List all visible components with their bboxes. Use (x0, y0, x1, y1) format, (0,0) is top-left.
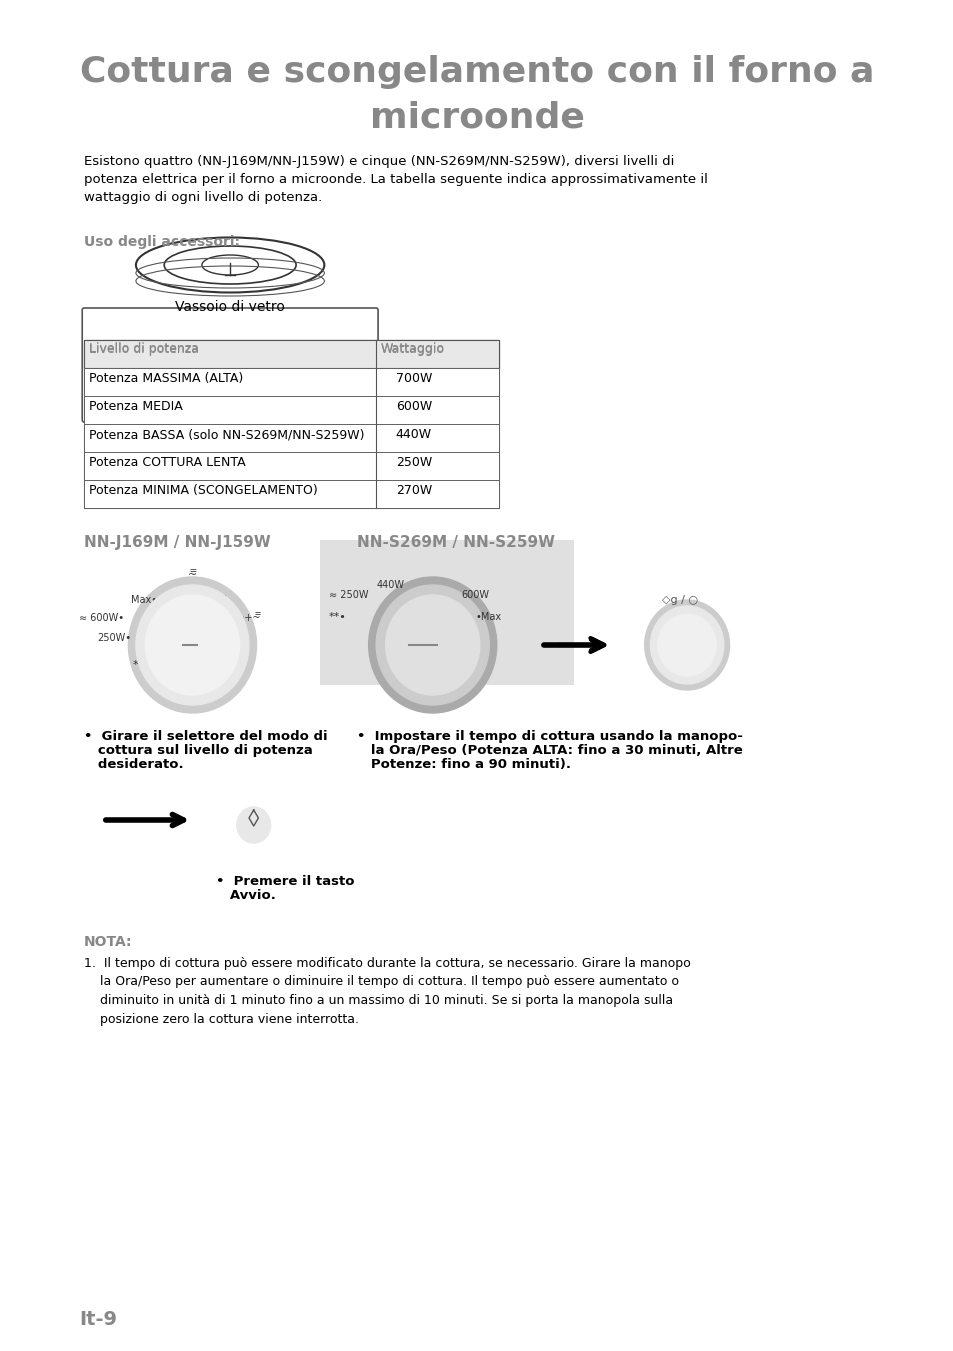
Circle shape (368, 577, 497, 713)
Text: Cottura e scongelamento con il forno a: Cottura e scongelamento con il forno a (80, 55, 873, 89)
Text: •  Girare il selettore del modo di: • Girare il selettore del modo di (84, 730, 328, 743)
Text: NN-J169M / NN-J159W: NN-J169M / NN-J159W (84, 535, 271, 550)
Bar (84, 340, 498, 367)
Circle shape (385, 594, 479, 694)
Text: 700W: 700W (395, 372, 432, 385)
Circle shape (650, 607, 723, 684)
FancyArrowPatch shape (543, 639, 602, 651)
Text: Potenza MEDIA: Potenza MEDIA (89, 400, 182, 413)
Bar (84, 340, 498, 508)
Text: 270W: 270W (395, 484, 432, 497)
Text: 250W•: 250W• (97, 634, 132, 643)
Text: **•: **• (329, 612, 347, 621)
Text: Potenza MINIMA (SCONGELAMENTO): Potenza MINIMA (SCONGELAMENTO) (89, 484, 317, 497)
Text: la Ora/Peso (Potenza ALTA: fino a 30 minuti, Altre: la Ora/Peso (Potenza ALTA: fino a 30 min… (357, 744, 742, 757)
Bar (319, 540, 574, 685)
Text: Max•: Max• (131, 594, 156, 605)
Bar (84, 340, 498, 367)
Text: 1.  Il tempo di cottura può essere modificato durante la cottura, se necessario.: 1. Il tempo di cottura può essere modifi… (84, 957, 690, 1025)
Text: Avvio.: Avvio. (215, 889, 275, 902)
Text: 600W: 600W (460, 590, 489, 600)
Text: 250W: 250W (395, 457, 432, 469)
Text: 440W: 440W (375, 580, 404, 590)
Text: Vassoio di vetro: Vassoio di vetro (175, 300, 285, 313)
Text: •3: •3 (215, 634, 228, 643)
Text: Potenze: fino a 90 minuti).: Potenze: fino a 90 minuti). (357, 758, 571, 771)
Circle shape (236, 807, 271, 843)
Text: **•: **• (132, 661, 150, 670)
Circle shape (135, 585, 249, 705)
Text: ≈ 250W: ≈ 250W (329, 590, 368, 600)
Text: It-9: It-9 (79, 1310, 117, 1329)
Circle shape (644, 600, 729, 690)
Text: NN-S269M / NN-S259W: NN-S269M / NN-S259W (357, 535, 555, 550)
Text: Potenza MASSIMA (ALTA): Potenza MASSIMA (ALTA) (89, 372, 243, 385)
Text: ≈ 600W•: ≈ 600W• (79, 613, 125, 623)
Circle shape (658, 613, 716, 676)
Text: Potenza COTTURA LENTA: Potenza COTTURA LENTA (89, 457, 245, 469)
FancyBboxPatch shape (82, 308, 377, 422)
Text: •  Impostare il tempo di cottura usando la manopo-: • Impostare il tempo di cottura usando l… (357, 730, 742, 743)
Text: •Max: •Max (475, 612, 500, 621)
Text: 440W: 440W (395, 428, 432, 440)
Bar (84, 480, 498, 508)
Bar (84, 367, 498, 396)
Text: desiderato.: desiderato. (84, 758, 184, 771)
Text: ~̿: ~̿ (188, 570, 197, 580)
Bar (84, 453, 498, 480)
Text: Wattaggio: Wattaggio (380, 342, 444, 355)
Text: Potenza BASSA (solo NN-S269M/NN-S259W): Potenza BASSA (solo NN-S269M/NN-S259W) (89, 428, 364, 440)
Circle shape (145, 594, 239, 694)
Text: ◇g / ○: ◇g / ○ (660, 594, 697, 605)
Text: microonde: microonde (369, 100, 584, 134)
Text: cottura sul livello di potenza: cottura sul livello di potenza (84, 744, 313, 757)
Bar (84, 396, 498, 424)
Text: 600W: 600W (395, 400, 432, 413)
Text: Livello di potenza: Livello di potenza (89, 343, 198, 357)
Text: Livello di potenza: Livello di potenza (89, 342, 198, 355)
Text: Wattaggio: Wattaggio (380, 343, 444, 357)
Circle shape (129, 577, 256, 713)
Text: •2 ≈+~̿: •2 ≈+~̿ (220, 613, 260, 623)
Text: •1: •1 (215, 594, 228, 605)
Text: NOTA:: NOTA: (84, 935, 132, 948)
Text: Uso degli accessori:: Uso degli accessori: (84, 235, 240, 249)
FancyArrowPatch shape (106, 815, 183, 825)
Text: •  Premere il tasto: • Premere il tasto (215, 875, 355, 888)
Circle shape (375, 585, 489, 705)
Bar (84, 424, 498, 453)
Text: Esistono quattro (NN-J169M/NN-J159W) e cinque (NN-S269M/NN-S259W), diversi livel: Esistono quattro (NN-J169M/NN-J159W) e c… (84, 155, 707, 204)
